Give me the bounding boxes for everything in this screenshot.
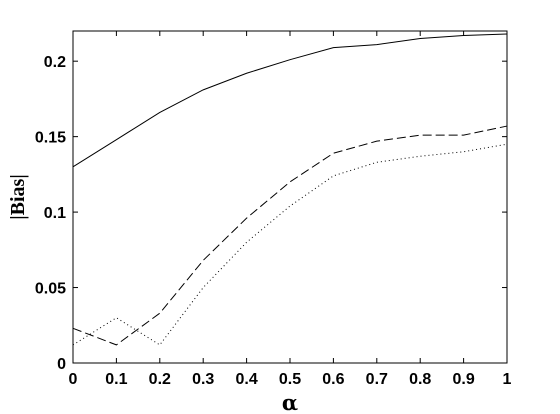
y-tick-label: 0.15 [35, 130, 66, 147]
y-tick-label: 0.05 [35, 281, 66, 298]
x-tick-label: 0.2 [149, 371, 171, 388]
x-tick-label: 1 [503, 371, 512, 388]
series-line-dashed [72, 125, 508, 346]
y-tick-label: 0.1 [44, 205, 66, 222]
plot-area [72, 30, 508, 364]
x-tick-label: 0 [69, 371, 78, 388]
y-axis-label: |Bias| [7, 174, 29, 220]
y-tick-label: 0 [57, 356, 66, 373]
series-layer [72, 33, 508, 346]
x-axis-label: α [282, 390, 298, 414]
x-tick-label: 0.5 [279, 371, 301, 388]
x-tick-label: 0.4 [235, 371, 257, 388]
ticks: 0 0.1 0.2 0.3 0.4 0.5 0.6 0.7 0.8 0.9 1 0 0.05 0.1 0.1… [35, 31, 512, 388]
y-tick-label: 0.2 [44, 54, 66, 71]
series-line-solid [72, 33, 508, 168]
x-tick-label: 0.7 [366, 371, 388, 388]
x-tick-label: 0.1 [105, 371, 127, 388]
x-tick-label: 0.6 [322, 371, 344, 388]
x-tick-label: 0.9 [452, 371, 474, 388]
x-tick-label: 0.3 [192, 371, 214, 388]
x-tick-label: 0.8 [409, 371, 431, 388]
